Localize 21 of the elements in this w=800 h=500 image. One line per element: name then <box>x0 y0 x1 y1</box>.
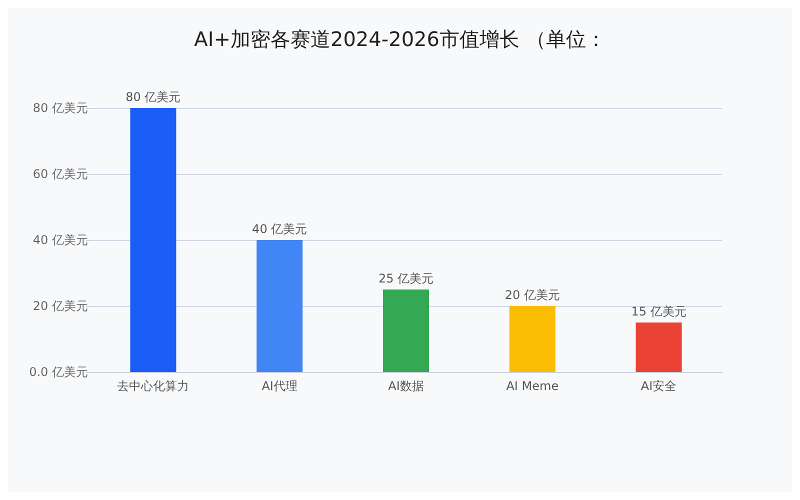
bar <box>383 290 429 372</box>
data-label: 25 亿美元 <box>378 272 434 286</box>
y-tick-label: 40 亿美元 <box>32 233 88 247</box>
x-tick-label: 去中心化算力 <box>117 379 190 393</box>
bar <box>636 322 682 372</box>
chart-title: AI+加密各赛道2024-2026市值增长 （单位： <box>194 27 606 51</box>
bar <box>509 306 556 372</box>
data-label: 80 亿美元 <box>126 90 181 104</box>
y-tick-label: 20 亿美元 <box>32 299 88 313</box>
x-tick-label: AI数据 <box>388 379 424 393</box>
bar <box>256 240 303 372</box>
y-tick-label: 60 亿美元 <box>32 167 88 181</box>
bar <box>130 108 176 372</box>
y-tick-label: 0.0 亿美元 <box>29 365 88 379</box>
x-tick-label: AI Meme <box>506 379 559 393</box>
data-label: 20 亿美元 <box>504 288 560 302</box>
x-tick-label: AI安全 <box>640 379 677 393</box>
data-label: 15 亿美元 <box>631 304 686 318</box>
x-tick-label: AI代理 <box>262 379 298 393</box>
data-label: 40 亿美元 <box>252 222 308 236</box>
y-tick-label: 80 亿美元 <box>32 101 88 115</box>
